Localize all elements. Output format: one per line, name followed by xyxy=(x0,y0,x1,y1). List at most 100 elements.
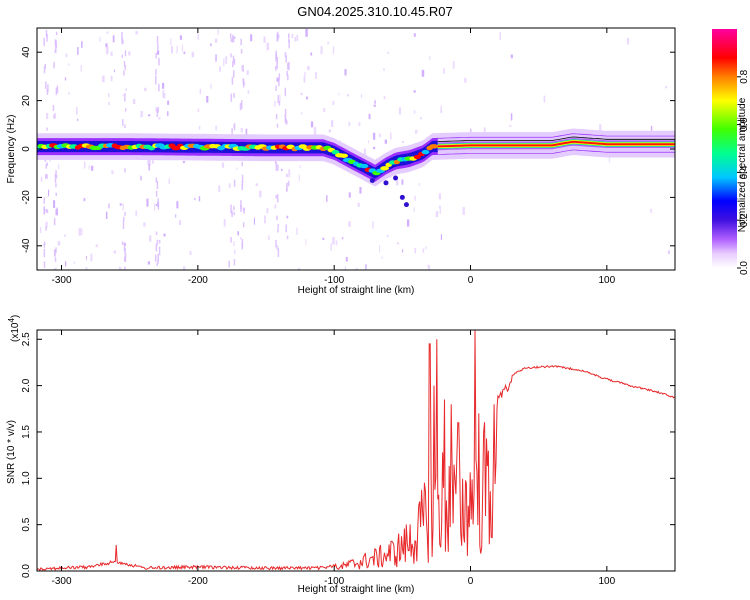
spectrogram-streak xyxy=(284,114,287,123)
spectrogram-streak xyxy=(276,123,279,128)
spectrogram-streak xyxy=(124,266,126,270)
spectrogram-streak xyxy=(288,61,290,71)
spectrogram-noise xyxy=(509,124,512,128)
spectrogram-streak xyxy=(54,173,57,183)
spectrogram-noise xyxy=(110,51,113,56)
spectrogram-noise xyxy=(383,68,385,72)
spectrogram-streak xyxy=(155,231,158,236)
spectrogram-noise xyxy=(398,107,402,115)
spectrogram-streak xyxy=(156,36,159,45)
y-tick-label: 1.0 xyxy=(21,471,32,485)
spectrogram-noise xyxy=(210,83,212,89)
spectrogram-noise xyxy=(294,36,297,42)
spectrogram-noise xyxy=(357,202,360,207)
spectrogram-noise xyxy=(78,228,82,236)
spectrogram-noise xyxy=(332,46,335,55)
spectrogram-noise xyxy=(386,234,389,238)
spectrogram-noise xyxy=(199,88,202,95)
spectrogram-noise xyxy=(83,198,86,202)
spectrogram-noise xyxy=(219,66,221,72)
spectrogram-streak xyxy=(46,34,48,42)
spectrogram-noise xyxy=(365,264,367,270)
spectrogram-y-ticks: -40 -20 0 20 40 xyxy=(21,46,675,253)
spectrogram-noise xyxy=(413,110,416,114)
spectrogram-streak xyxy=(46,127,48,131)
spectrogram-streak xyxy=(231,210,233,218)
spectrogram-streak xyxy=(53,62,55,69)
spectrogram-ridge-blob xyxy=(413,154,421,160)
spectrogram-streak xyxy=(46,162,49,166)
spectrogram-noise xyxy=(296,227,298,235)
snr-line xyxy=(37,330,675,571)
spectrogram-noise xyxy=(237,231,240,236)
spectrogram-streak xyxy=(241,239,244,248)
spectrogram-noise xyxy=(320,46,323,55)
spectrogram-streak xyxy=(154,254,157,262)
spectrogram-streak xyxy=(45,81,47,89)
spectrogram-noise xyxy=(148,159,151,166)
spectrogram-noise xyxy=(310,121,314,128)
spectrogram-noise xyxy=(73,261,76,264)
spectrogram-noise xyxy=(291,33,294,39)
spectrogram-noise xyxy=(413,207,415,212)
spectrogram-ridge-blob xyxy=(331,149,340,155)
spectrogram-noise xyxy=(274,204,277,209)
spectrogram-streak xyxy=(287,62,289,70)
spectrogram-streak xyxy=(121,31,123,40)
spectrogram-noise xyxy=(440,108,443,114)
spectrogram-noise xyxy=(85,255,87,260)
snr-series xyxy=(37,330,675,571)
snr-multiplier-close: ) xyxy=(10,315,21,318)
spectrogram-noise xyxy=(462,207,465,215)
spectrogram-streak xyxy=(284,87,287,97)
spectrogram-streak xyxy=(124,168,126,173)
spectrogram-noise xyxy=(345,257,348,262)
spectrogram-streak xyxy=(276,194,279,203)
x-tick-label: -300 xyxy=(52,275,72,286)
spectrogram-streak xyxy=(55,192,57,196)
spectrogram-noise xyxy=(54,112,57,119)
spectrogram-noise xyxy=(197,108,200,113)
spectrogram-outlier xyxy=(393,175,399,181)
spectrogram-noise xyxy=(303,75,306,83)
spectrogram-outlier xyxy=(403,202,409,208)
spectrogram-streak xyxy=(285,55,287,63)
spectrogram-noise xyxy=(135,210,138,216)
spectrogram-streak xyxy=(230,38,232,42)
spectrogram-noise xyxy=(112,35,115,43)
spectrogram-noise xyxy=(122,203,124,211)
spectrogram-noise xyxy=(429,55,431,61)
spectrogram-noise xyxy=(384,139,387,144)
spectrogram-streak xyxy=(233,205,235,211)
y-tick-label: 0.5 xyxy=(21,517,32,531)
colorbar-tick-label: 0.6 xyxy=(739,117,750,131)
spectrogram-noise xyxy=(167,100,170,105)
spectrogram-noise xyxy=(88,165,90,170)
spectrogram-streak xyxy=(55,31,58,36)
spectrogram-streak xyxy=(43,206,46,214)
spectrogram-noise xyxy=(181,44,183,52)
spectrogram-streak xyxy=(121,241,124,246)
spectrogram-noise xyxy=(168,178,170,185)
spectrogram-streak xyxy=(233,179,236,187)
spectrogram-noise xyxy=(65,53,68,58)
spectrogram-streak xyxy=(230,93,233,102)
spectrogram-streak xyxy=(242,78,245,88)
spectrogram-streak xyxy=(46,209,49,213)
spectrogram-noise xyxy=(194,197,196,201)
spectrogram-image xyxy=(37,28,675,270)
spectrogram-streak xyxy=(284,108,287,117)
spectrogram-streak xyxy=(56,207,59,213)
spectrogram-noise xyxy=(358,122,361,127)
spectrogram-noise xyxy=(113,69,115,73)
spectrogram-streak xyxy=(157,259,159,264)
spectrogram-noise xyxy=(189,251,192,255)
colorbar-gradient xyxy=(712,29,737,268)
spectrogram-noise xyxy=(54,267,57,270)
spectrogram-noise xyxy=(383,95,386,100)
spectrogram-noise xyxy=(650,208,652,214)
spectrogram-streak xyxy=(230,204,232,214)
spectrogram-noise xyxy=(99,36,101,42)
y-tick-label: 40 xyxy=(21,46,32,58)
spectrogram-noise xyxy=(326,195,328,202)
